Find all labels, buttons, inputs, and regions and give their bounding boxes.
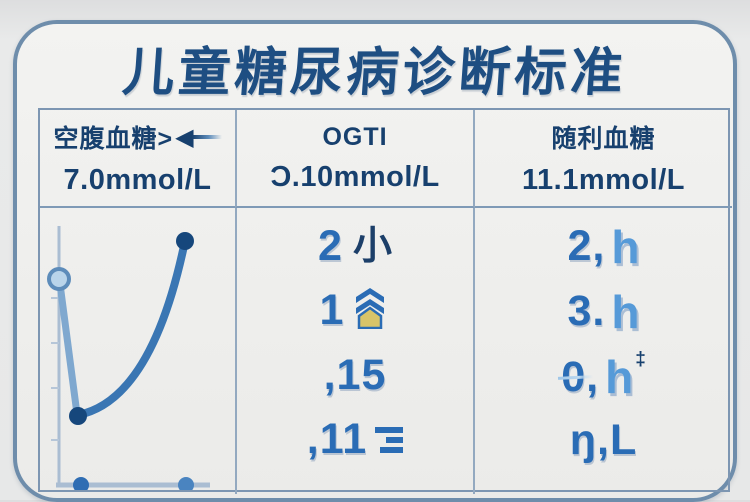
random-threshold: 11.1mmol/L bbox=[522, 164, 685, 196]
triple-bar-icon bbox=[375, 426, 404, 453]
ogtt-row-3: ,15 bbox=[323, 350, 387, 399]
ogtt-row4-number: ,11 bbox=[306, 415, 368, 464]
ogtt-label: OGTI bbox=[322, 122, 388, 151]
header-ogtt: OGTI Ɔ.10mmol/L bbox=[235, 110, 475, 208]
double-dagger-mark: ‡ bbox=[635, 349, 646, 371]
ogtt-row2-number: 1 bbox=[319, 286, 345, 335]
random-row1-number: 2, bbox=[567, 222, 606, 271]
random-row3-glyph: h bbox=[605, 351, 634, 404]
header-fasting-line1: 空腹血糖> ◀ bbox=[53, 119, 222, 155]
random-values-cell: 2, h 3. h 0, h ‡ ŋ,L bbox=[475, 208, 732, 494]
page-title: 儿童糖尿病诊断标准 bbox=[120, 44, 629, 102]
chart-cell bbox=[40, 208, 235, 494]
ogtt-row1-number: 2 bbox=[318, 221, 343, 270]
left-arrow-icon: ◀ bbox=[175, 123, 195, 151]
ogtt-values-cell: 2 小 1 ,15 ,11 bbox=[235, 208, 475, 494]
ogtt-row-1: 2 小 bbox=[318, 221, 392, 270]
ogtt-row-4: ,11 bbox=[306, 415, 404, 464]
ogtt-row3-number: ,15 bbox=[323, 350, 387, 399]
random-row2-glyph: h bbox=[611, 285, 640, 338]
random-row-1: 2, h bbox=[568, 224, 640, 270]
ogtt-row1-cjk: 小 bbox=[352, 224, 392, 268]
random-row-4: ŋ,L bbox=[570, 419, 637, 462]
random-row4-number: ŋ,L bbox=[569, 416, 638, 465]
random-row2-number: 3. bbox=[567, 287, 606, 336]
ogtt-threshold: Ɔ.10mmol/L bbox=[270, 160, 440, 193]
glucose-trend-chart bbox=[47, 226, 210, 490]
random-row-3: 0, h ‡ bbox=[561, 350, 646, 404]
house-icon bbox=[356, 287, 385, 329]
criteria-table: 空腹血糖> ◀ 7.0mmol/L OGTI Ɔ.10mmol/L 随利血糖 11… bbox=[38, 108, 732, 494]
ogtt-row-2: 1 bbox=[319, 286, 391, 335]
random-row-2: 3. h bbox=[568, 289, 640, 335]
random-label: 随利血糖 bbox=[551, 125, 656, 153]
random-row1-glyph: h bbox=[611, 220, 640, 273]
arrow-tail-icon bbox=[191, 135, 222, 139]
fasting-threshold: 7.0mmol/L bbox=[63, 164, 212, 196]
random-row3-number: 0, bbox=[561, 352, 600, 401]
header-random-glucose: 随利血糖 11.1mmol/L bbox=[475, 110, 732, 208]
header-fasting-glucose: 空腹血糖> ◀ 7.0mmol/L bbox=[40, 110, 235, 208]
fasting-label: 空腹血糖> bbox=[53, 125, 174, 153]
poster-card bbox=[13, 20, 737, 502]
